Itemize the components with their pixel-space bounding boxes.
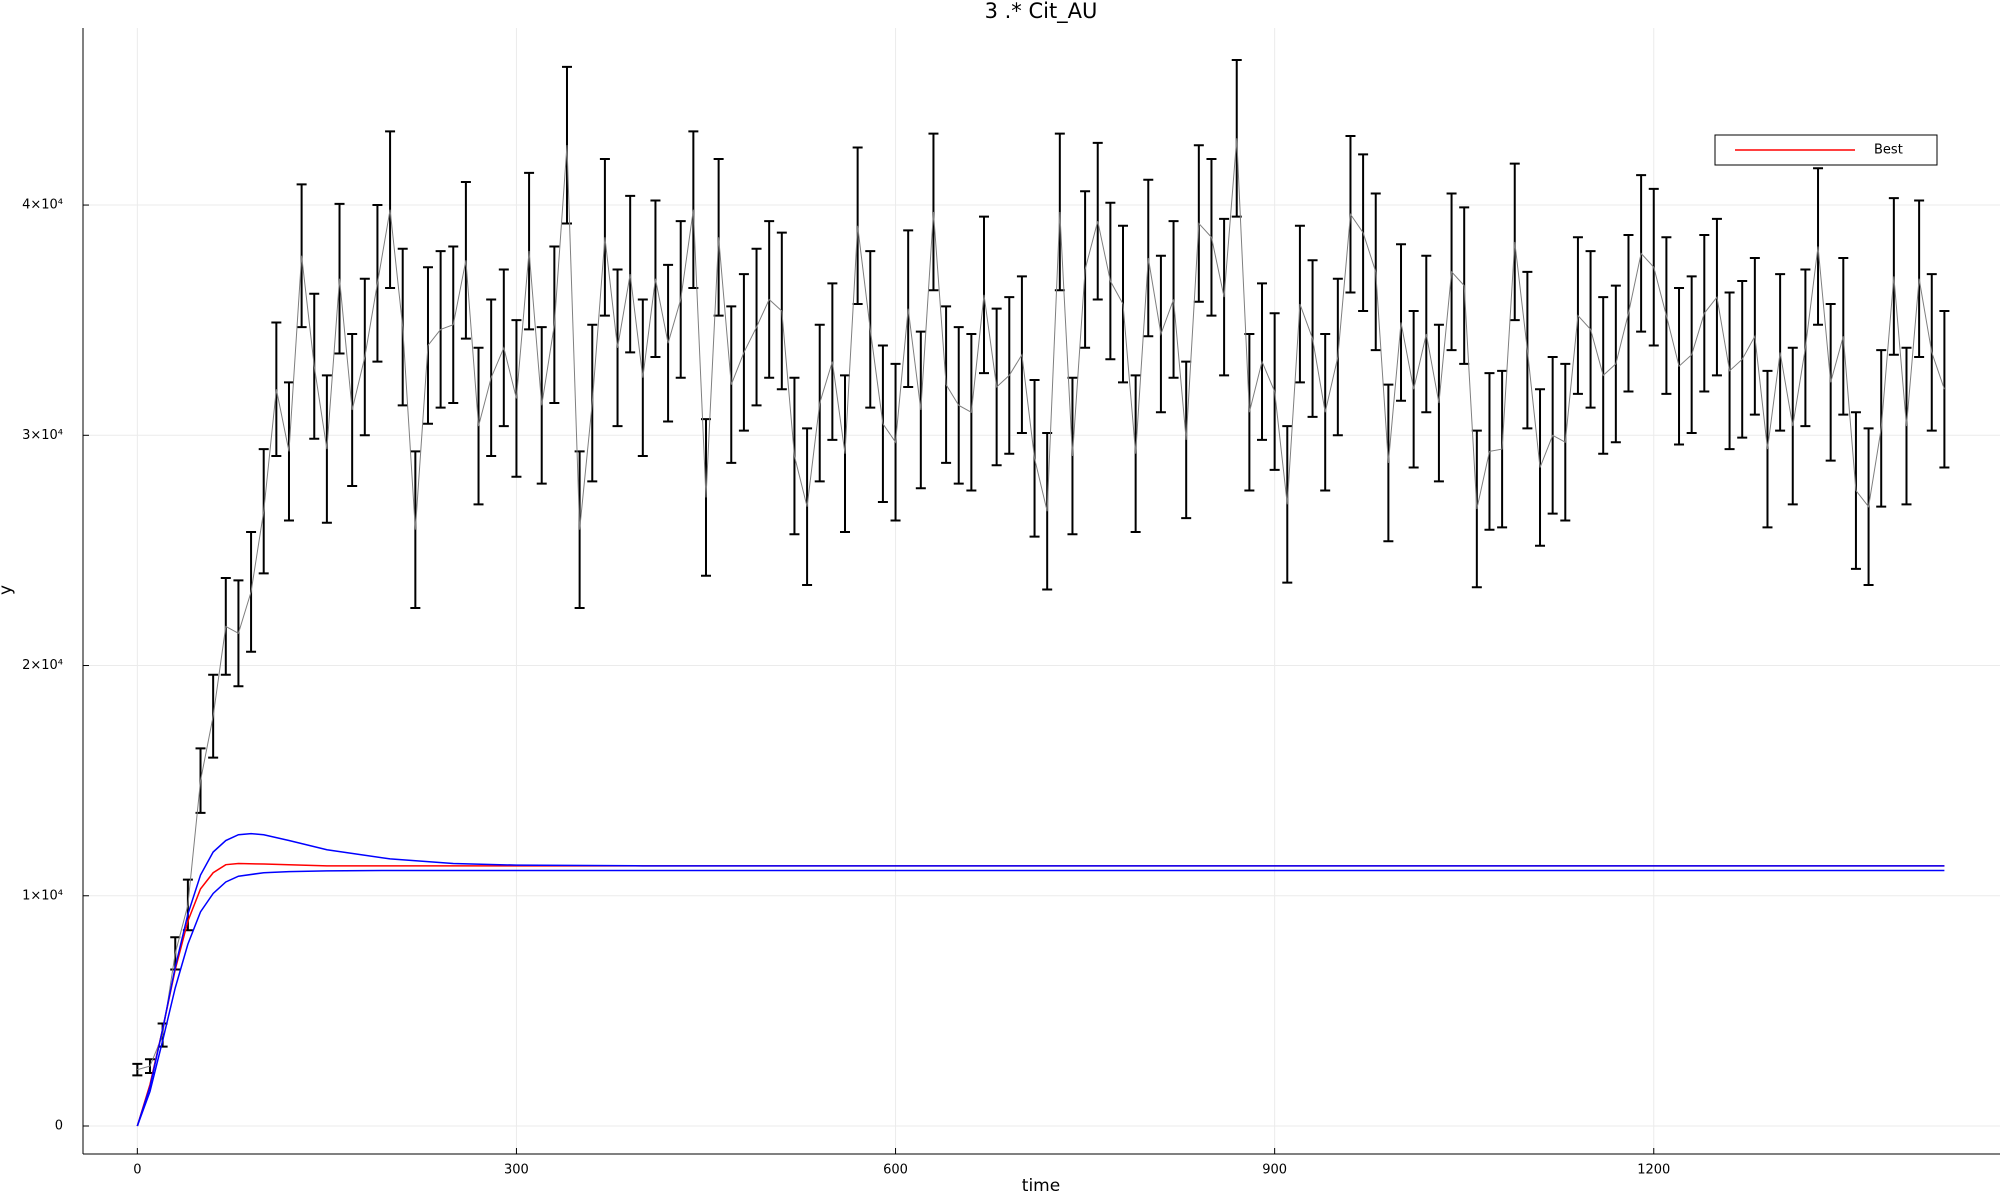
chart-title: 3 .* Cit_AU: [985, 0, 1098, 24]
y-tick-label: 1×10⁴: [22, 888, 63, 903]
x-tick-label: 600: [883, 1163, 908, 1178]
series-line: [137, 138, 1945, 1071]
x-tick-label: 300: [504, 1163, 529, 1178]
x-tick-label: 900: [1262, 1163, 1287, 1178]
error-bar: [132, 1062, 143, 1077]
series-line: [136, 869, 1945, 1127]
legend-label: Best: [1874, 143, 1903, 158]
x-tick-label: 1200: [1637, 1163, 1670, 1178]
y-tick-label: 0: [55, 1119, 63, 1134]
y-tick-label: 3×10⁴: [22, 428, 63, 443]
y-axis-label: y: [0, 585, 16, 595]
x-tick-label: 0: [133, 1163, 141, 1178]
x-axis-label: time: [1022, 1176, 1060, 1196]
y-tick-label: 4×10⁴: [22, 198, 63, 213]
error-bar: [1939, 309, 1950, 469]
series-line: [136, 862, 1945, 1127]
series-line: [136, 832, 1945, 1127]
y-tick-label: 2×10⁴: [22, 658, 63, 673]
